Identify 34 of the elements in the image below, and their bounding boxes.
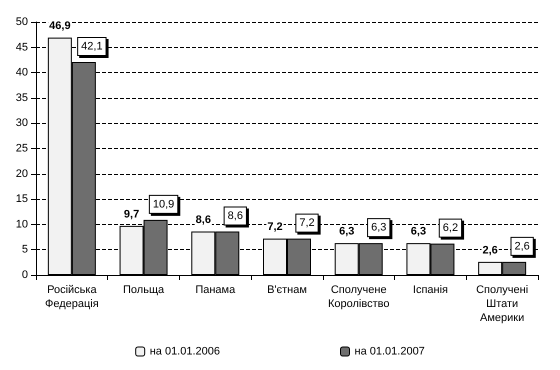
y-tick-label: 0 — [22, 269, 28, 281]
data-label: 9,7 — [124, 208, 140, 220]
data-label: 6,3 — [339, 226, 354, 238]
y-tick-label: 50 — [16, 16, 28, 28]
y-tick-label: 20 — [16, 168, 28, 180]
data-label: 6,3 — [410, 226, 426, 238]
y-tick-label: 5 — [22, 244, 28, 256]
y-tick-label: 25 — [16, 142, 28, 154]
x-tick-label: Російська Федерація — [45, 284, 99, 310]
x-tick-label: Сполучене Королівство — [328, 284, 390, 310]
data-label: 10,9 — [152, 198, 174, 210]
y-tick-label: 15 — [16, 193, 28, 206]
data-label: 7,2 — [299, 217, 315, 230]
y-tick-label: 10 — [16, 218, 28, 230]
y-tick-label: 40 — [16, 66, 28, 79]
data-label: 6,2 — [442, 222, 458, 234]
y-tick-label: 30 — [16, 117, 28, 130]
x-tick-label: Іспанія — [412, 284, 448, 296]
x-tick-label: Сполучені Штати Америки — [476, 284, 528, 324]
data-label: 8,6 — [228, 210, 243, 222]
legend-label: на 01.01.2006 — [150, 346, 220, 358]
x-tick-label: Панама — [195, 284, 236, 296]
y-tick-label: 45 — [16, 41, 28, 54]
data-label: 8,6 — [196, 214, 211, 226]
data-label: 46,9 — [49, 20, 71, 32]
data-label: 42,1 — [81, 40, 103, 52]
y-tick-label: 35 — [16, 92, 28, 104]
x-tick-label: Польща — [123, 284, 165, 296]
data-label: 6,3 — [371, 222, 386, 234]
data-label: 2,6 — [482, 244, 498, 256]
data-label: 7,2 — [267, 221, 283, 234]
data-label: 2,6 — [514, 240, 530, 252]
legend-label: на 01.01.2007 — [354, 346, 425, 358]
x-tick-label: В'єтнам — [267, 284, 307, 296]
